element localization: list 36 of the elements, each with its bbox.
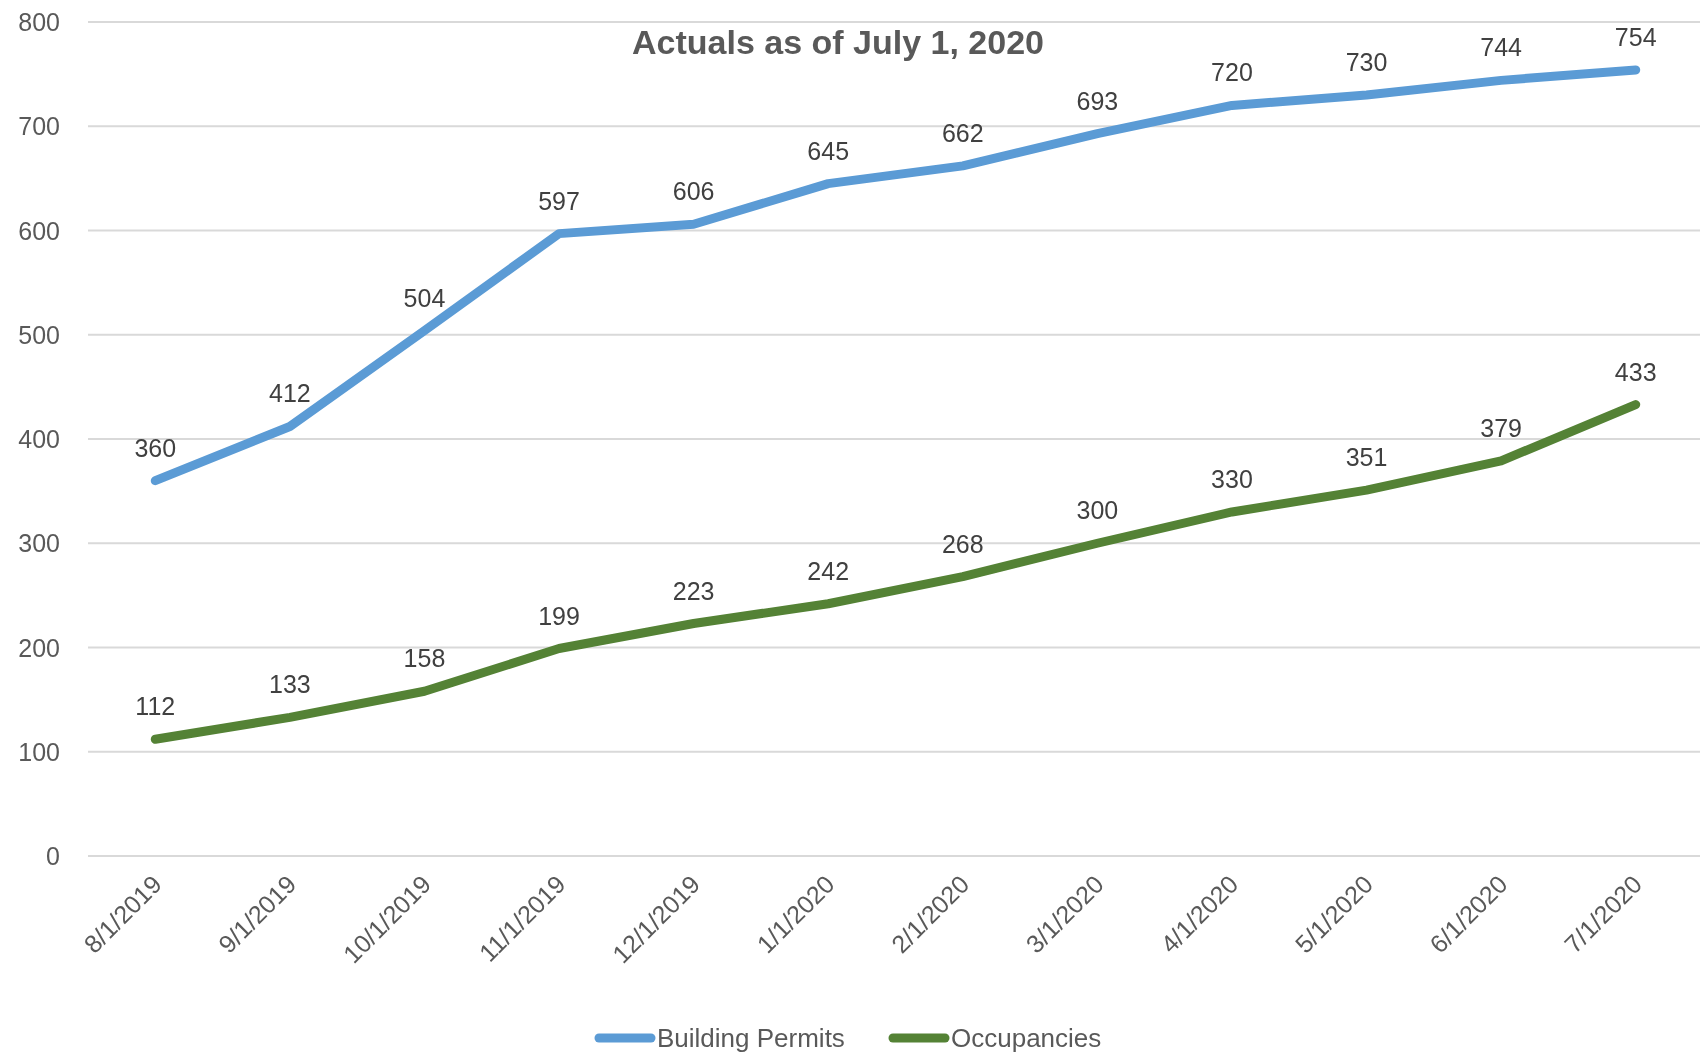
data-label: 112 (135, 692, 176, 721)
data-label: 412 (269, 379, 311, 408)
y-tick-label: 600 (18, 216, 60, 245)
data-label: 158 (403, 644, 446, 673)
data-label: 720 (1211, 58, 1253, 87)
data-label: 744 (1480, 33, 1523, 62)
data-label: 606 (672, 177, 715, 206)
data-label: 662 (941, 118, 984, 147)
y-tick-label: 700 (18, 112, 60, 141)
data-label: 300 (1076, 496, 1119, 525)
data-label: 330 (1211, 464, 1253, 493)
y-tick-label: 0 (46, 842, 60, 870)
data-label: 645 (807, 136, 850, 165)
data-label: 360 (134, 433, 177, 462)
y-tick-label: 100 (18, 737, 60, 766)
data-label: 242 (807, 556, 850, 585)
legend-label: Building Permits (657, 1023, 845, 1053)
data-label: 268 (941, 529, 984, 558)
data-label: 504 (403, 283, 446, 312)
data-label: 693 (1076, 86, 1119, 115)
data-label: 730 (1345, 47, 1388, 76)
data-label: 754 (1614, 22, 1657, 51)
legend-label: Occupancies (951, 1023, 1102, 1053)
chart-title: Actuals as of July 1, 2020 (632, 23, 1044, 61)
data-label: 199 (538, 601, 580, 630)
y-tick-label: 200 (18, 633, 60, 662)
y-tick-label: 800 (18, 8, 60, 36)
data-label: 133 (269, 670, 311, 699)
data-label: 351 (1345, 443, 1388, 472)
data-label: 597 (538, 186, 580, 215)
y-tick-label: 300 (18, 529, 60, 558)
data-label: 223 (672, 576, 715, 605)
y-tick-label: 500 (18, 320, 60, 349)
data-label: 379 (1480, 413, 1522, 442)
y-tick-label: 400 (18, 425, 60, 453)
data-label: 433 (1614, 357, 1657, 386)
